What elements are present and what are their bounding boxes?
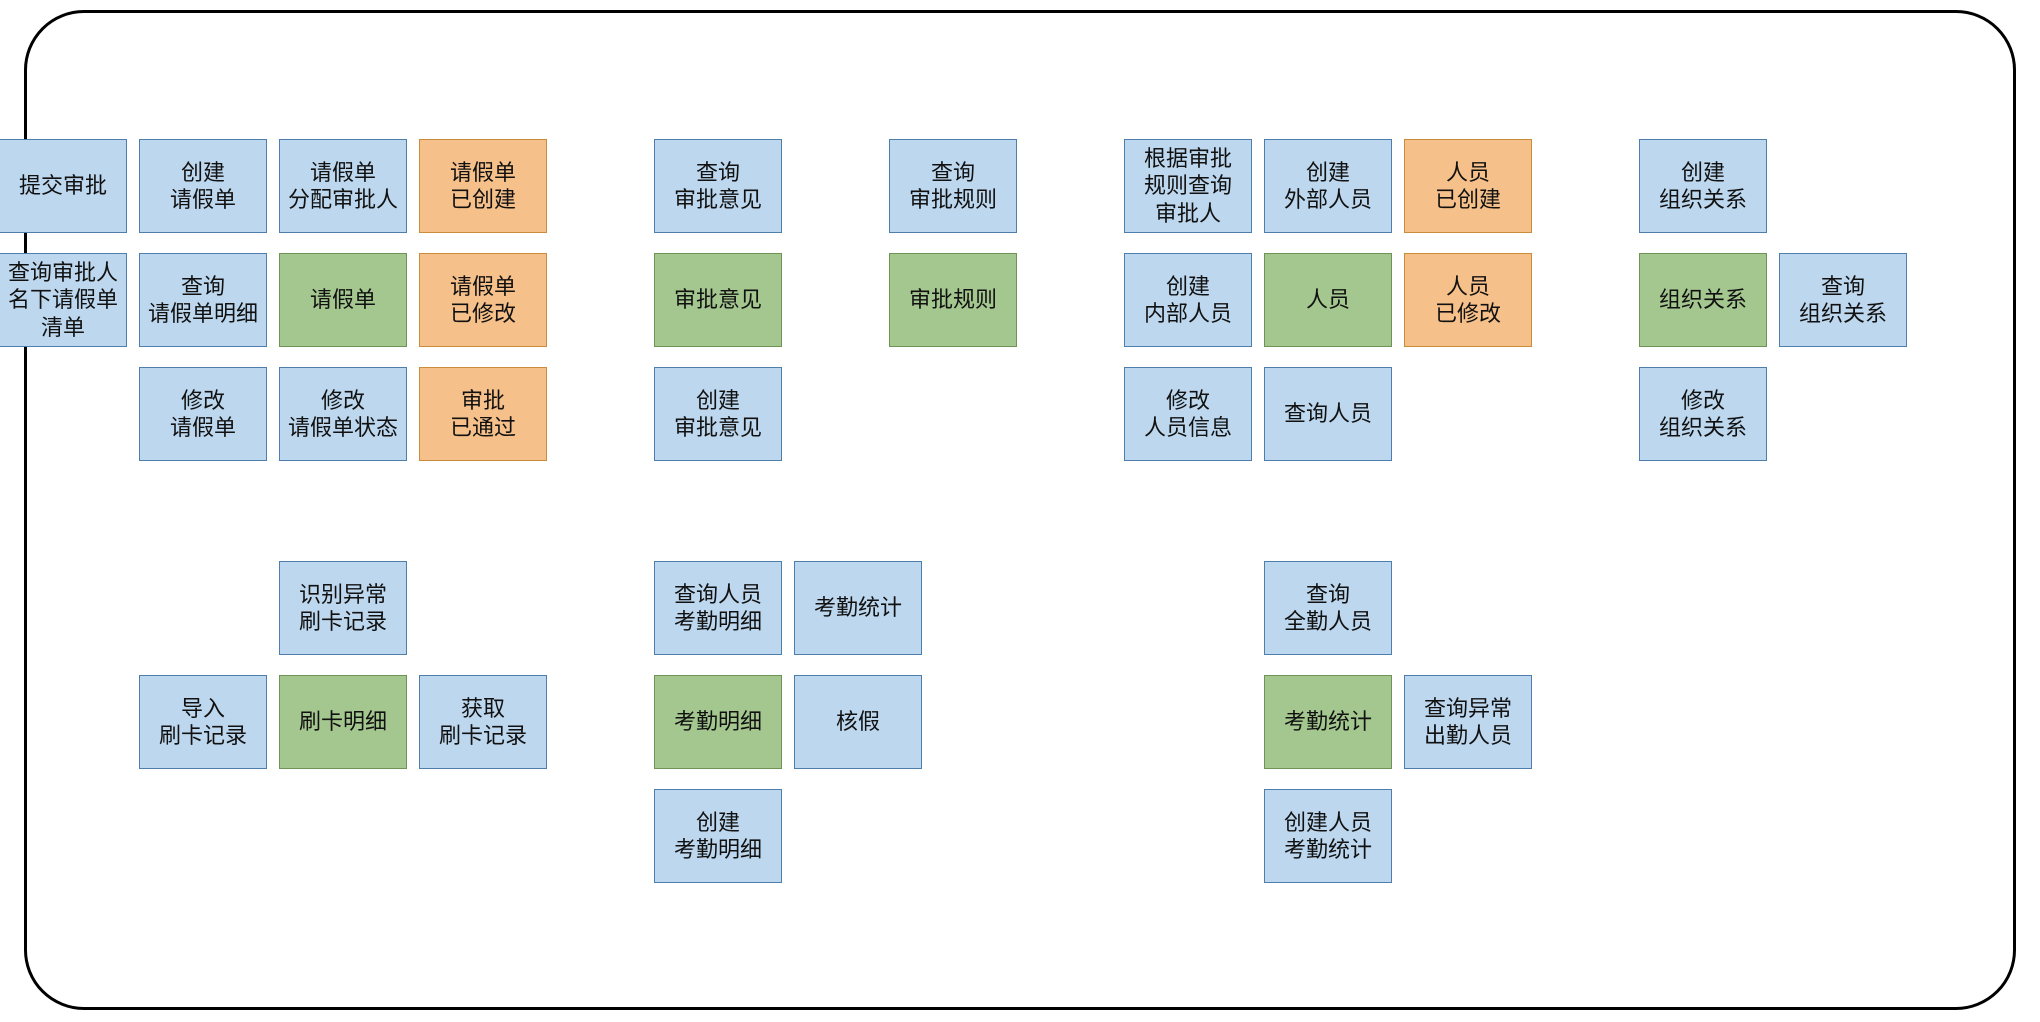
diagram-node: 组织关系	[1639, 253, 1767, 347]
diagram-node: 审批规则	[889, 253, 1017, 347]
diagram-node: 人员 已创建	[1404, 139, 1532, 233]
diagram-node: 根据审批 规则查询 审批人	[1124, 139, 1252, 233]
diagram-node: 考勤明细	[654, 675, 782, 769]
diagram-node: 查询 审批规则	[889, 139, 1017, 233]
diagram-node: 提交审批	[0, 139, 127, 233]
diagram-node: 创建人员 考勤统计	[1264, 789, 1392, 883]
diagram-node: 请假单 分配审批人	[279, 139, 407, 233]
diagram-node: 查询人员	[1264, 367, 1392, 461]
diagram-node: 审批意见	[654, 253, 782, 347]
diagram-node: 查询 审批意见	[654, 139, 782, 233]
diagram-node: 创建 外部人员	[1264, 139, 1392, 233]
diagram-node: 请假单 已修改	[419, 253, 547, 347]
diagram-node: 创建 内部人员	[1124, 253, 1252, 347]
diagram-node: 识别异常 刷卡记录	[279, 561, 407, 655]
diagram-node: 创建 审批意见	[654, 367, 782, 461]
diagram-node: 创建 考勤明细	[654, 789, 782, 883]
diagram-node: 导入 刷卡记录	[139, 675, 267, 769]
diagram-node: 请假单 已创建	[419, 139, 547, 233]
diagram-node: 修改 人员信息	[1124, 367, 1252, 461]
diagram-node: 核假	[794, 675, 922, 769]
diagram-node: 考勤统计	[794, 561, 922, 655]
diagram-node: 创建 请假单	[139, 139, 267, 233]
diagram-node: 创建 组织关系	[1639, 139, 1767, 233]
diagram-node: 审批 已通过	[419, 367, 547, 461]
diagram-node: 查询 全勤人员	[1264, 561, 1392, 655]
diagram-node: 修改 组织关系	[1639, 367, 1767, 461]
diagram-node: 查询异常 出勤人员	[1404, 675, 1532, 769]
diagram-node: 查询人员 考勤明细	[654, 561, 782, 655]
diagram-node: 查询 请假单明细	[139, 253, 267, 347]
diagram-node: 刷卡明细	[279, 675, 407, 769]
diagram-node: 人员 已修改	[1404, 253, 1532, 347]
diagram-node: 查询审批人 名下请假单 清单	[0, 253, 127, 347]
diagram-node: 请假单	[279, 253, 407, 347]
diagram-node: 修改 请假单	[139, 367, 267, 461]
diagram-node: 人员	[1264, 253, 1392, 347]
diagram-node: 修改 请假单状态	[279, 367, 407, 461]
diagram-canvas: 提交审批创建 请假单请假单 分配审批人请假单 已创建查询审批人 名下请假单 清单…	[0, 0, 2040, 1022]
diagram-node: 查询 组织关系	[1779, 253, 1907, 347]
diagram-node: 考勤统计	[1264, 675, 1392, 769]
diagram-node: 获取 刷卡记录	[419, 675, 547, 769]
